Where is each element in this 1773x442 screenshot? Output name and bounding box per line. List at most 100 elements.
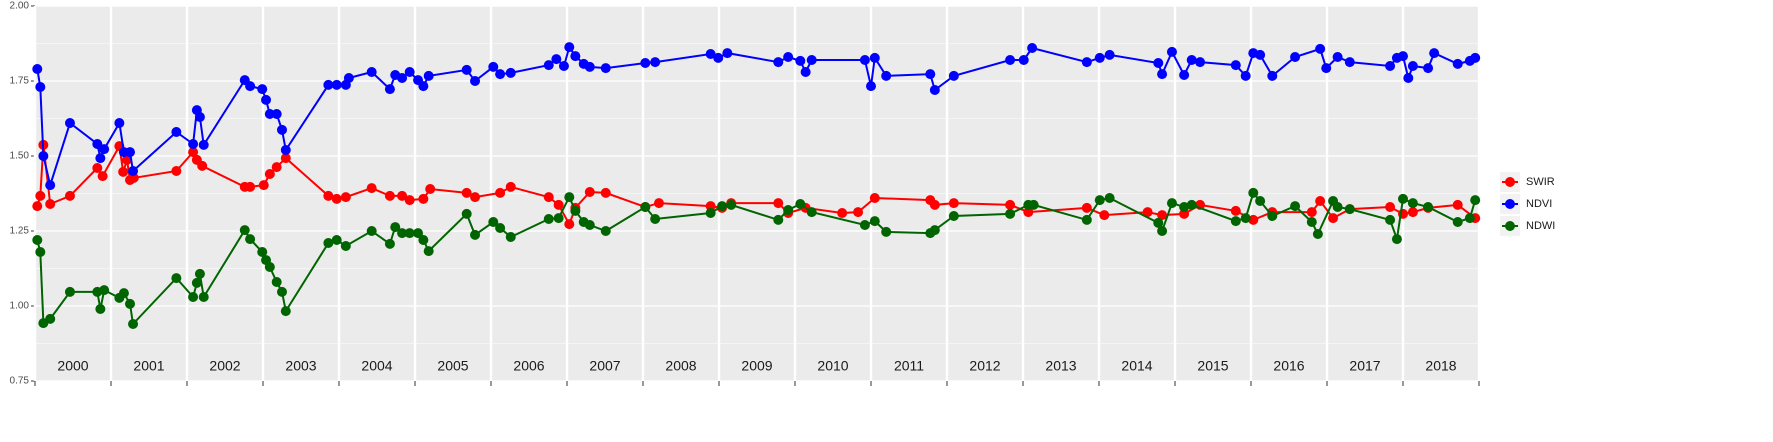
point xyxy=(1179,208,1190,219)
point xyxy=(128,319,139,329)
point xyxy=(553,199,564,210)
point xyxy=(99,144,110,155)
point xyxy=(543,192,554,203)
point xyxy=(45,313,56,324)
year-label: 2004 xyxy=(361,358,392,374)
point xyxy=(1344,204,1355,215)
point xyxy=(1186,199,1197,210)
point xyxy=(1306,217,1317,227)
point xyxy=(92,139,103,149)
year-label: 2012 xyxy=(969,358,1000,374)
point xyxy=(35,247,46,257)
point xyxy=(1179,202,1190,212)
point xyxy=(570,205,581,216)
point xyxy=(1081,202,1092,213)
legend-point xyxy=(1505,221,1515,231)
point xyxy=(650,214,661,224)
point xyxy=(1230,60,1241,71)
point xyxy=(495,69,506,80)
point xyxy=(505,232,516,242)
year-label: 2000 xyxy=(57,358,88,374)
point xyxy=(948,70,959,81)
point xyxy=(1332,202,1343,212)
point xyxy=(418,193,429,204)
point xyxy=(125,298,135,309)
point xyxy=(191,277,202,288)
point xyxy=(264,262,275,272)
point xyxy=(1230,216,1241,227)
point xyxy=(488,217,499,227)
legend-label: NDWI xyxy=(1526,220,1555,232)
point xyxy=(1248,187,1259,198)
point xyxy=(1385,202,1396,212)
point xyxy=(125,147,135,158)
point xyxy=(271,109,282,119)
year-label: 2006 xyxy=(513,358,544,374)
point xyxy=(1306,207,1317,218)
point xyxy=(1142,207,1153,218)
point xyxy=(584,220,595,230)
point xyxy=(32,201,43,212)
point xyxy=(1470,195,1481,206)
point xyxy=(570,51,581,62)
point xyxy=(404,195,415,206)
point xyxy=(470,229,481,240)
point xyxy=(366,226,377,236)
point xyxy=(1267,211,1278,221)
point xyxy=(1423,202,1434,212)
point xyxy=(245,234,256,245)
point xyxy=(261,94,272,105)
point xyxy=(425,184,436,194)
y-tick-label: 2.00 xyxy=(10,1,30,12)
point xyxy=(1407,61,1418,71)
point xyxy=(1452,199,1463,210)
point xyxy=(1081,57,1092,68)
point xyxy=(837,208,848,218)
point xyxy=(806,55,817,65)
point xyxy=(859,55,870,65)
point xyxy=(1452,217,1463,227)
point xyxy=(45,199,56,209)
point xyxy=(1104,193,1115,203)
point xyxy=(1267,70,1278,81)
point xyxy=(505,181,516,192)
point xyxy=(1344,57,1355,68)
point xyxy=(323,190,334,201)
point xyxy=(653,198,664,209)
year-label: 2002 xyxy=(209,358,240,374)
point xyxy=(118,288,129,299)
point xyxy=(277,286,287,297)
y-tick-label: 1.25 xyxy=(10,226,30,237)
year-label: 2010 xyxy=(817,358,848,374)
point xyxy=(418,235,429,245)
point xyxy=(257,84,268,95)
point xyxy=(35,190,46,201)
point xyxy=(1157,69,1168,80)
point xyxy=(800,67,811,77)
point xyxy=(1094,52,1105,63)
point xyxy=(194,112,205,122)
point xyxy=(773,214,784,225)
point xyxy=(198,139,209,150)
point xyxy=(564,219,575,230)
point xyxy=(64,118,75,128)
point xyxy=(277,124,287,135)
point xyxy=(1005,55,1016,65)
point xyxy=(1423,63,1434,74)
point xyxy=(64,190,75,201)
point xyxy=(1398,193,1408,204)
point xyxy=(1407,198,1418,209)
point xyxy=(929,199,940,210)
point xyxy=(705,201,716,212)
point xyxy=(171,127,182,137)
point xyxy=(404,228,415,239)
point xyxy=(461,187,472,198)
point xyxy=(564,42,575,53)
legend-label: NDVI xyxy=(1526,198,1552,210)
point xyxy=(1391,234,1402,245)
year-label: 2011 xyxy=(894,358,924,374)
point xyxy=(118,166,129,177)
year-label: 2007 xyxy=(589,358,620,374)
point xyxy=(92,163,103,173)
year-label: 2015 xyxy=(1197,358,1228,374)
